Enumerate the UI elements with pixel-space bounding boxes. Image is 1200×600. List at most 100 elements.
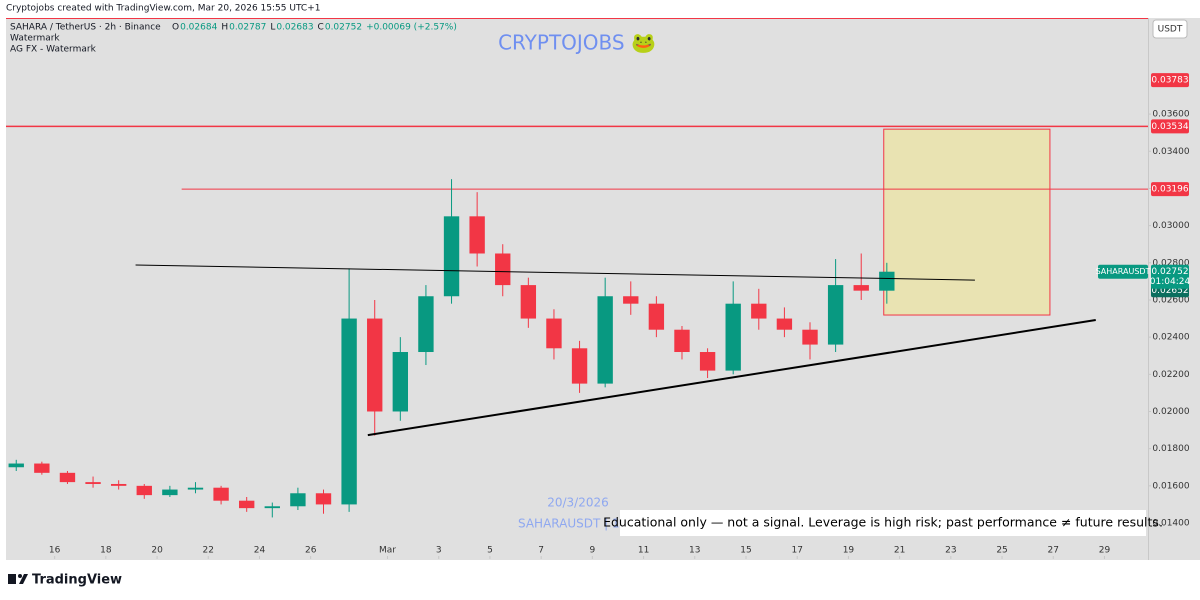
date-stamp: 20/3/2026 bbox=[547, 496, 609, 510]
trend-line bbox=[135, 264, 975, 281]
candle-body bbox=[776, 318, 793, 330]
x-tick-label: 20 bbox=[151, 546, 163, 556]
candle-body bbox=[699, 352, 716, 371]
ohlc-key: O bbox=[172, 23, 179, 33]
candle-body bbox=[239, 500, 255, 509]
candle-body bbox=[110, 483, 127, 486]
price-label-box bbox=[1151, 182, 1189, 197]
price-label-box bbox=[1151, 73, 1189, 88]
x-tick-label: 23 bbox=[945, 546, 956, 556]
candle-body bbox=[520, 285, 537, 319]
candle-body bbox=[443, 216, 460, 297]
symbol: SAHARA / TetherUS · 2h · Binance bbox=[10, 23, 161, 33]
currency-button[interactable] bbox=[1152, 19, 1188, 39]
ohlc-value: 0.02684 bbox=[180, 23, 217, 33]
candle-body bbox=[469, 216, 485, 254]
last-price-box bbox=[1151, 264, 1189, 289]
candle-body bbox=[315, 493, 332, 505]
y-tick-label: 0.01600 bbox=[1152, 481, 1189, 491]
symbol-tag-box bbox=[1098, 264, 1148, 279]
candle-body bbox=[290, 493, 306, 507]
x-tick-label: 3 bbox=[436, 546, 442, 556]
last-price: 0.02752 bbox=[1151, 267, 1188, 277]
x-tick-label: 24 bbox=[254, 546, 266, 556]
candle-body bbox=[751, 303, 767, 319]
price-label: 0.02652 bbox=[1151, 286, 1188, 296]
y-tick-label: 0.03600 bbox=[1152, 110, 1189, 120]
candle-body bbox=[725, 303, 741, 371]
candle-body bbox=[59, 472, 76, 483]
x-tick-label: 9 bbox=[589, 546, 595, 556]
x-tick-label: 16 bbox=[49, 546, 61, 556]
ohlc-key: H bbox=[221, 23, 228, 33]
y-tick-label: 0.02400 bbox=[1152, 333, 1189, 343]
candle-body bbox=[853, 285, 869, 291]
x-tick-label: 25 bbox=[996, 546, 1007, 556]
candle-body bbox=[85, 482, 101, 484]
ohlc-value: 0.02787 bbox=[229, 23, 266, 33]
ohlc-value: 0.02752 bbox=[325, 23, 362, 33]
candle-body bbox=[34, 463, 50, 473]
symbol-tag: SAHARAUSDT bbox=[1096, 267, 1151, 276]
indicator: Watermark bbox=[10, 34, 60, 44]
brand-logo: TradingView bbox=[8, 573, 122, 588]
candle-body bbox=[827, 285, 844, 345]
logo-shape bbox=[8, 574, 16, 584]
candle-body bbox=[187, 487, 204, 490]
logo-shape bbox=[18, 574, 22, 578]
logo-shape bbox=[19, 574, 28, 584]
x-tick-label: 15 bbox=[740, 546, 751, 556]
price-label: 0.03196 bbox=[1151, 185, 1188, 195]
price-label-box bbox=[1151, 119, 1189, 134]
currency[interactable]: USDT bbox=[1158, 25, 1183, 35]
price-label: 0.03783 bbox=[1151, 76, 1188, 86]
y-tick-label: 0.02000 bbox=[1152, 407, 1189, 417]
disclaimer-box bbox=[620, 510, 1146, 536]
trend-line bbox=[367, 319, 1096, 437]
disclaimer: Educational only — not a signal. Leverag… bbox=[603, 515, 1163, 530]
candle-body bbox=[392, 352, 409, 412]
candle-body bbox=[367, 318, 383, 412]
candle-body bbox=[571, 348, 588, 384]
y-tick-label: 0.02800 bbox=[1152, 258, 1189, 268]
candle-body bbox=[546, 318, 562, 349]
candle-body bbox=[597, 296, 613, 384]
change: +0.00069 (+2.57%) bbox=[366, 23, 457, 33]
candle-body bbox=[879, 271, 895, 291]
candle-body bbox=[648, 303, 665, 330]
x-tick-label: 18 bbox=[100, 546, 112, 556]
x-tick-label: 27 bbox=[1048, 546, 1059, 556]
candle-body bbox=[136, 485, 152, 496]
x-tick-label: Mar bbox=[379, 546, 396, 556]
candle-body bbox=[418, 296, 434, 353]
ohlc-value: 0.02683 bbox=[276, 23, 313, 33]
brand: TradingView bbox=[32, 573, 122, 588]
x-tick-label: 5 bbox=[487, 546, 493, 556]
indicator: AG FX - Watermark bbox=[10, 45, 97, 55]
candle-body bbox=[623, 296, 639, 304]
x-tick-label: 26 bbox=[305, 546, 317, 556]
candle-body bbox=[264, 506, 280, 509]
candle-body bbox=[495, 253, 511, 286]
countdown: 01:04:24 bbox=[1150, 277, 1191, 287]
target-zone bbox=[883, 128, 1051, 316]
candle-body bbox=[674, 329, 690, 353]
candle-body bbox=[802, 329, 818, 345]
y-tick-label: 0.01400 bbox=[1152, 519, 1189, 529]
y-tick-label: 0.02600 bbox=[1152, 295, 1189, 305]
x-tick-label: 21 bbox=[894, 546, 905, 556]
ohlc-key: L bbox=[270, 23, 275, 33]
y-tick-label: 0.02200 bbox=[1152, 370, 1189, 380]
y-tick-label: 0.03000 bbox=[1152, 221, 1189, 231]
price-label: 0.03534 bbox=[1151, 122, 1188, 132]
y-tick-label: 0.01800 bbox=[1152, 444, 1189, 454]
y-tick-label: 0.03400 bbox=[1152, 147, 1189, 157]
candle-body bbox=[213, 487, 229, 501]
x-tick-label: 11 bbox=[638, 546, 649, 556]
candle-body bbox=[8, 463, 24, 468]
candle-body bbox=[162, 489, 178, 496]
x-tick-label: 29 bbox=[1099, 546, 1111, 556]
x-tick-label: 22 bbox=[203, 546, 214, 556]
watermark: CRYPTOJOBS 🐸 bbox=[498, 31, 656, 55]
